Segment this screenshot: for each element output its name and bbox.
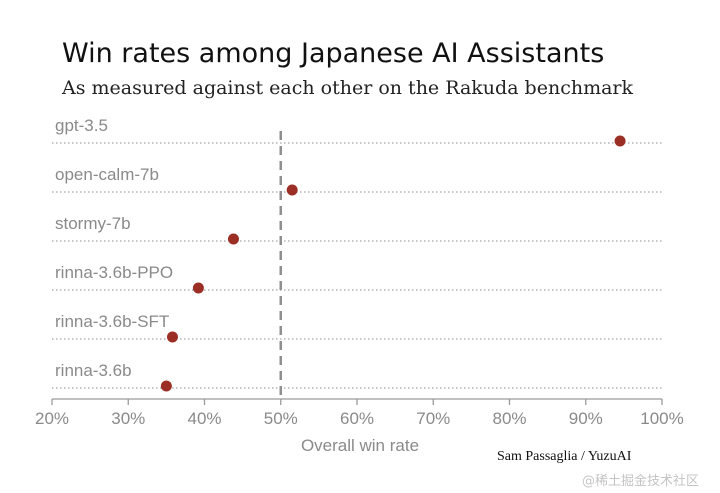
category-label: rinna-3.6b-PPO: [55, 263, 173, 282]
x-tick-label: 80%: [492, 409, 526, 428]
x-tick-label: 30%: [111, 409, 145, 428]
category-label: gpt-3.5: [55, 116, 108, 135]
x-axis: 20% 30% 40% 50% 60% 70% 80% 90% 100%: [35, 398, 684, 428]
x-tick-label: 60%: [340, 409, 374, 428]
category-label: rinna-3.6b: [55, 361, 132, 380]
x-tick-label: 90%: [569, 409, 603, 428]
x-tick-label: 100%: [640, 409, 683, 428]
credit-text: Sam Passaglia / YuzuAI: [497, 449, 632, 464]
data-point: [192, 282, 204, 294]
data-point: [160, 380, 172, 392]
data-point: [286, 184, 298, 196]
data-point: [166, 331, 178, 343]
data-point: [614, 135, 626, 147]
category-label: rinna-3.6b-SFT: [55, 312, 169, 331]
category-rows: gpt-3.5 open-calm-7b stormy-7b rinna-3.6b-P…: [52, 116, 662, 389]
watermark-text: @稀土掘金技术社区: [582, 473, 699, 489]
data-point: [227, 233, 239, 245]
x-axis-label: Overall win rate: [301, 436, 419, 455]
x-tick-label: 20%: [35, 409, 69, 428]
data-points: [160, 135, 626, 392]
x-tick-label: 70%: [416, 409, 450, 428]
category-label: open-calm-7b: [55, 165, 159, 184]
x-tick-label: 50%: [264, 409, 298, 428]
chart-subtitle: As measured against each other on the Ra…: [61, 77, 634, 99]
x-tick-label: 40%: [187, 409, 221, 428]
category-label: stormy-7b: [55, 214, 131, 233]
chart-title: Win rates among Japanese AI Assistants: [62, 38, 604, 69]
